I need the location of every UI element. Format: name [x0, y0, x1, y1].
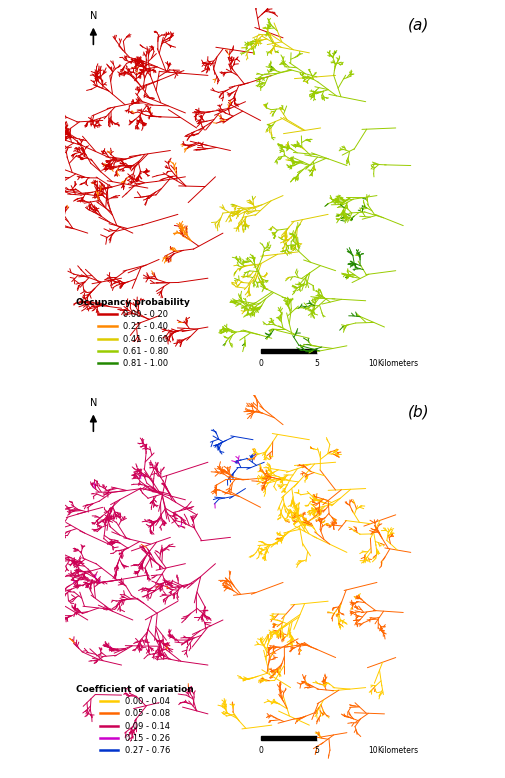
Text: 0: 0 [258, 746, 263, 755]
Bar [260, 349, 316, 353]
Bar [316, 349, 373, 353]
Text: 10: 10 [368, 746, 377, 755]
Legend: 0.00 - 0.20, 0.21 - 0.40, 0.41 - 0.60, 0.61 - 0.80, 0.81 - 1.00: 0.00 - 0.20, 0.21 - 0.40, 0.41 - 0.60, 0… [73, 294, 193, 372]
Bar [316, 736, 373, 740]
Text: (b): (b) [407, 404, 429, 419]
Text: N: N [89, 398, 97, 408]
Legend: 0.00 - 0.04, 0.05 - 0.08, 0.09 - 0.14, 0.15 - 0.26, 0.27 - 0.76: 0.00 - 0.04, 0.05 - 0.08, 0.09 - 0.14, 0… [73, 682, 197, 759]
Text: Kilometers: Kilometers [376, 746, 417, 755]
Text: 10: 10 [368, 359, 377, 368]
Text: N: N [89, 11, 97, 21]
Text: 5: 5 [314, 746, 319, 755]
Bar [260, 736, 373, 740]
Text: (a): (a) [408, 17, 429, 32]
Text: 0: 0 [258, 359, 263, 368]
Text: 5: 5 [314, 359, 319, 368]
Bar [260, 736, 316, 740]
Bar [260, 349, 373, 353]
Text: Kilometers: Kilometers [376, 359, 417, 368]
